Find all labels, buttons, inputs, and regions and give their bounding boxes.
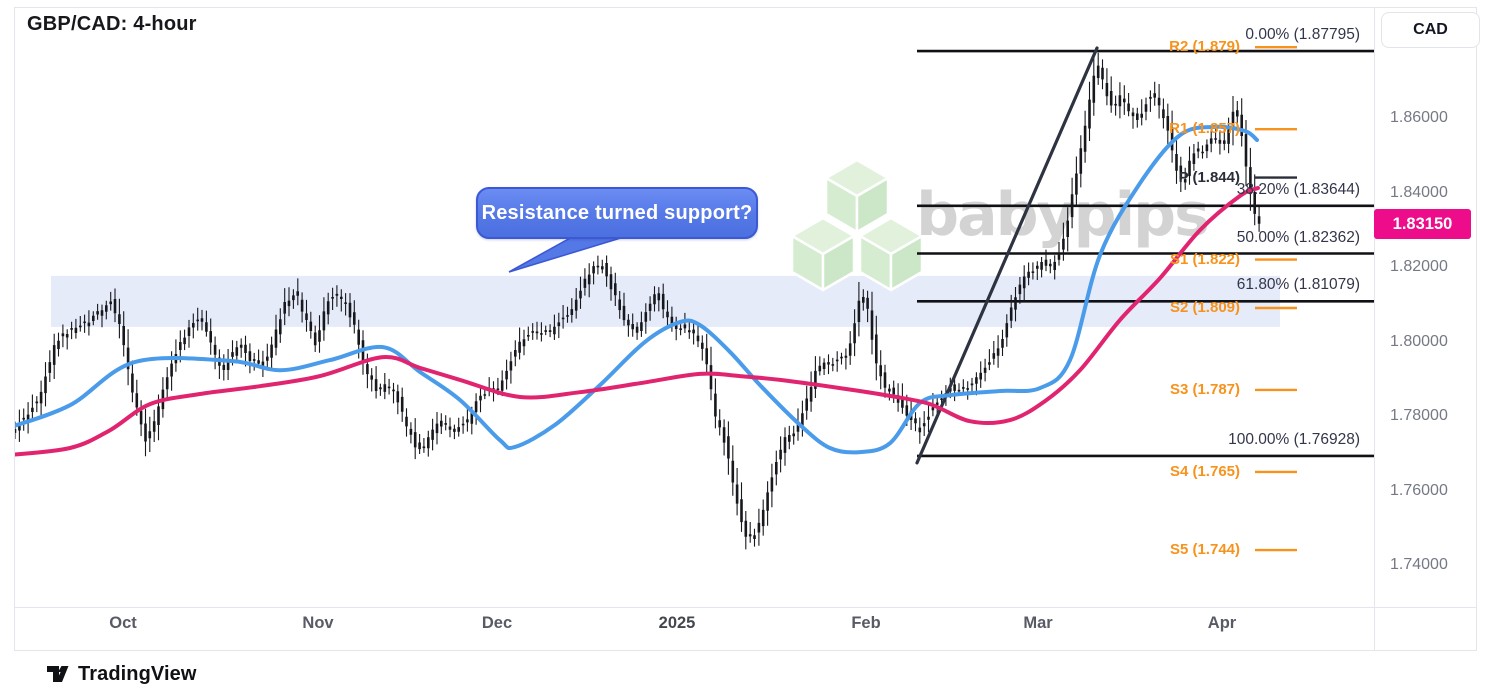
time-axis-label: Dec — [481, 614, 513, 632]
callout-text: Resistance turned support? — [481, 201, 753, 224]
time-axis-label: Feb — [851, 614, 881, 632]
chart-frame — [14, 7, 1477, 651]
candlestick-series — [15, 52, 1261, 550]
pivot-level-markers — [1255, 46, 1297, 552]
price-axis-label: 1.84000 — [1390, 184, 1448, 201]
price-axis-label: 1.78000 — [1390, 407, 1448, 424]
trendline[interactable] — [915, 46, 1099, 465]
time-axis-label: Mar — [1023, 614, 1053, 632]
tradingview-brand-text: TradingView — [78, 663, 197, 685]
babypips-watermark-text: babypips — [916, 180, 1208, 250]
callout-bubble[interactable]: Resistance turned support? — [476, 187, 758, 239]
fib-label: 61.80% (1.81079) — [1236, 276, 1360, 293]
pivot-label: S3 (1.787) — [1169, 381, 1240, 398]
pivot-label: S5 (1.744) — [1169, 541, 1240, 558]
price-axis-separator — [1374, 7, 1375, 651]
price-axis-label: 1.74000 — [1390, 556, 1448, 573]
time-axis-label: Nov — [302, 614, 334, 632]
moving-average-blue — [15, 124, 1259, 455]
time-axis-label: 2025 — [658, 614, 696, 632]
pivot-label: P (1.844) — [1178, 169, 1240, 186]
moving-average-pink — [15, 186, 1260, 457]
fib-label: 38.20% (1.83644) — [1236, 181, 1360, 198]
currency-button[interactable]: CAD — [1381, 12, 1480, 48]
price-axis-label: 1.80000 — [1390, 333, 1448, 350]
price-axis-label: 1.86000 — [1390, 109, 1448, 126]
pivot-label: R1 (1.857) — [1169, 120, 1240, 137]
pivot-label: R2 (1.879) — [1169, 38, 1240, 55]
chart-title: GBP/CAD: 4-hour — [27, 13, 197, 35]
pivot-label: S1 (1.822) — [1169, 251, 1240, 268]
time-axis-label: Oct — [109, 614, 137, 632]
fib-label: 100.00% (1.76928) — [1228, 431, 1360, 448]
fib-label: 0.00% (1.87795) — [1245, 26, 1360, 43]
pivot-label: S2 (1.809) — [1169, 299, 1240, 316]
price-axis-label: 1.76000 — [1390, 482, 1448, 499]
babypips-cubes-icon — [790, 158, 924, 292]
price-axis-label: 1.82000 — [1390, 258, 1448, 275]
tradingview-logo[interactable]: TradingView — [46, 663, 197, 686]
last-price-badge: 1.83150 — [1374, 209, 1471, 239]
time-axis-label: Apr — [1207, 614, 1237, 632]
time-axis-separator — [14, 607, 1477, 608]
tradingview-mark-icon — [47, 665, 69, 682]
fib-label: 50.00% (1.82362) — [1236, 229, 1360, 246]
fib-retracement-lines[interactable] — [917, 49, 1374, 458]
pivot-label: S4 (1.765) — [1169, 463, 1240, 480]
